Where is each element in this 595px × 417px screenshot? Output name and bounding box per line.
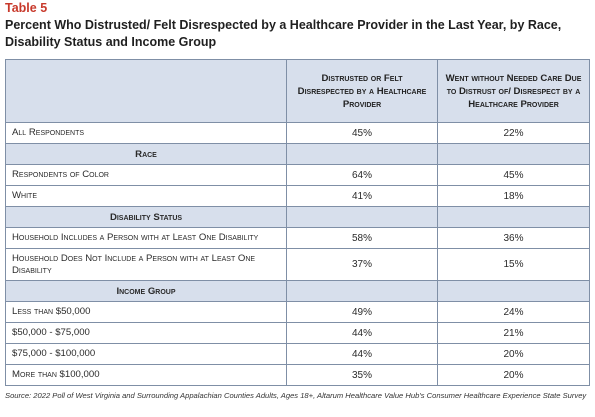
section-blank-cell (286, 143, 438, 165)
header-cell-blank (5, 59, 287, 123)
cell-went-without: 21% (437, 322, 590, 344)
row-label: Respondents of Color (5, 164, 287, 186)
section-blank-cell (437, 143, 590, 165)
row-label: White (5, 185, 287, 207)
cell-distrusted: 41% (286, 185, 438, 207)
data-table: Distrusted or Felt Disrespected by a Hea… (5, 59, 590, 386)
section-blank-cell (437, 206, 590, 228)
header-cell-went-without: Went without Needed Care Due to Distrust… (437, 59, 590, 123)
cell-distrusted: 58% (286, 227, 438, 249)
section-row-race: Race (5, 143, 590, 165)
cell-distrusted: 49% (286, 301, 438, 323)
table-row: More than $100,000 35% 20% (5, 364, 590, 386)
cell-went-without: 15% (437, 248, 590, 281)
cell-went-without: 22% (437, 122, 590, 144)
section-row-income: Income Group (5, 280, 590, 302)
cell-went-without: 36% (437, 227, 590, 249)
cell-distrusted: 44% (286, 343, 438, 365)
table-header-row: Distrusted or Felt Disrespected by a Hea… (5, 59, 590, 123)
section-label: Disability Status (5, 206, 287, 228)
table-row: $50,000 - $75,000 44% 21% (5, 322, 590, 344)
row-label: Household Includes a Person with at Leas… (5, 227, 287, 249)
table-title: Percent Who Distrusted/ Felt Disrespecte… (5, 18, 562, 49)
row-label: $50,000 - $75,000 (5, 322, 287, 344)
cell-went-without: 45% (437, 164, 590, 186)
cell-went-without: 24% (437, 301, 590, 323)
row-label: Less than $50,000 (5, 301, 287, 323)
cell-distrusted: 44% (286, 322, 438, 344)
cell-distrusted: 37% (286, 248, 438, 281)
section-label: Income Group (5, 280, 287, 302)
cell-distrusted: 64% (286, 164, 438, 186)
table-row: Household Includes a Person with at Leas… (5, 227, 590, 249)
row-label: More than $100,000 (5, 364, 287, 386)
cell-distrusted: 45% (286, 122, 438, 144)
cell-went-without: 18% (437, 185, 590, 207)
table-row: Respondents of Color 64% 45% (5, 164, 590, 186)
table-number: Table 5 (5, 1, 48, 15)
section-blank-cell (437, 280, 590, 302)
row-label: All Respondents (5, 122, 287, 144)
table-row: Household Does Not Include a Person with… (5, 248, 590, 281)
row-label: Household Does Not Include a Person with… (5, 248, 287, 281)
table-row: All Respondents 45% 22% (5, 122, 590, 144)
cell-distrusted: 35% (286, 364, 438, 386)
row-label: $75,000 - $100,000 (5, 343, 287, 365)
table-row: $75,000 - $100,000 44% 20% (5, 343, 590, 365)
section-blank-cell (286, 280, 438, 302)
header-cell-distrusted: Distrusted or Felt Disrespected by a Hea… (286, 59, 438, 123)
table-row: White 41% 18% (5, 185, 590, 207)
section-blank-cell (286, 206, 438, 228)
cell-went-without: 20% (437, 364, 590, 386)
source-note: Source: 2022 Poll of West Virginia and S… (5, 391, 587, 400)
table-row: Less than $50,000 49% 24% (5, 301, 590, 323)
section-label: Race (5, 143, 287, 165)
section-row-disability: Disability Status (5, 206, 590, 228)
cell-went-without: 20% (437, 343, 590, 365)
